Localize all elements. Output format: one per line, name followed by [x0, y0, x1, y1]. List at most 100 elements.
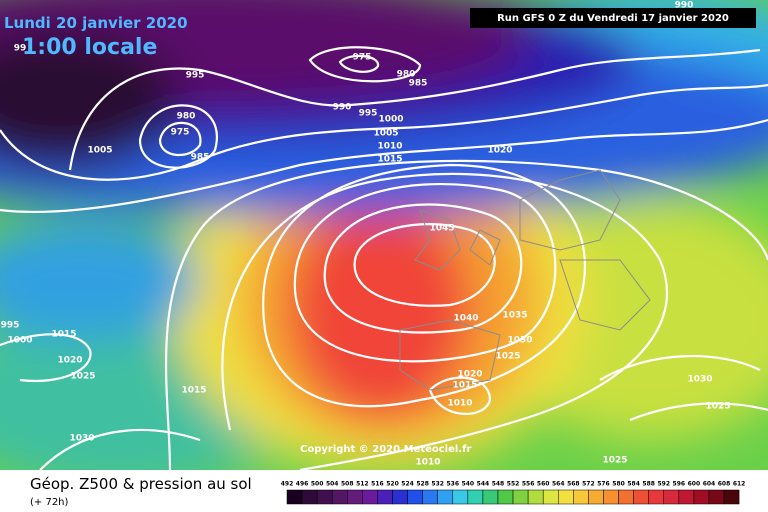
footer-lead: (+ 72h)	[30, 497, 69, 508]
scale-label: 612	[733, 481, 746, 488]
isobar-label: 1015	[377, 155, 402, 165]
scale-swatch	[437, 489, 454, 505]
isobar-label: 1005	[87, 146, 112, 156]
isobar-label: 1000	[7, 336, 32, 346]
isobar-label: 1015	[452, 381, 477, 391]
isobar-label: 1025	[705, 402, 730, 412]
isobar-label: 985	[191, 153, 210, 163]
isobar-label: 1040	[453, 314, 478, 324]
color-scale: 492 496 500 504 508 512 516 520 524 528 532 536 540 5…	[281, 481, 746, 505]
isobar-label: 1015	[51, 330, 76, 340]
scale-label: 544	[477, 481, 490, 488]
scale-swatch	[377, 489, 393, 505]
scale-label: 600	[688, 481, 701, 488]
scale-label: 520	[386, 481, 399, 488]
isobar-label: 1005	[373, 129, 398, 139]
scale-swatch	[407, 489, 423, 505]
scale-swatch	[573, 489, 589, 505]
isobar-label: 1020	[487, 146, 512, 156]
scale-label: 568	[567, 481, 580, 488]
field: 975 980 985 995 980 975 985 1005 990 995…	[0, 0, 768, 470]
scale-label: 528	[416, 481, 429, 488]
isobar-label: 99	[14, 44, 27, 54]
isobar-label: 980	[397, 70, 416, 80]
scale-swatch	[316, 489, 333, 505]
scale-swatch	[723, 489, 740, 505]
scale-label: 592	[657, 481, 670, 488]
isobar-label: 1030	[687, 375, 712, 385]
isobar-label: 1020	[457, 370, 482, 380]
scale-swatch	[512, 489, 529, 505]
scale-label: 556	[522, 481, 535, 488]
scale-label: 496	[296, 481, 309, 488]
isobar-label: 1010	[447, 399, 472, 409]
scale-label: 596	[673, 481, 686, 488]
isobar-label: 1020	[57, 356, 82, 366]
isobar-label: 1035	[502, 311, 527, 321]
scale-swatch	[708, 489, 725, 505]
copyright: Copyright © 2020 Meteociel.fr	[300, 444, 471, 455]
isobar-label: 990	[675, 1, 694, 11]
scale-label: 504	[326, 481, 339, 488]
scale-label: 560	[537, 481, 550, 488]
scale-label: 540	[462, 481, 475, 488]
isobar-label: 1015	[181, 386, 206, 396]
isobar-label: 1010	[377, 142, 402, 152]
scale-label: 576	[597, 481, 610, 488]
scale-swatch	[603, 489, 619, 505]
scale-swatch	[301, 489, 318, 505]
scale-label: 608	[718, 481, 731, 488]
footer-title: Géop. Z500 & pression au sol	[30, 475, 252, 493]
isobar-label: 975	[171, 128, 190, 138]
scale-swatch	[527, 489, 544, 505]
scale-swatch	[678, 489, 695, 505]
scale-swatch	[497, 489, 514, 505]
scale-swatch	[618, 489, 634, 505]
scale-label: 580	[612, 481, 625, 488]
scale-swatch	[558, 489, 574, 505]
isobar-label: 985	[409, 79, 428, 89]
scale-label: 588	[642, 481, 655, 488]
isobar-label: 1000	[378, 115, 403, 125]
scale-swatch	[362, 489, 378, 505]
isobar-label: 990	[333, 103, 352, 113]
scale-swatch	[422, 489, 438, 505]
scale-swatch	[452, 489, 469, 505]
scale-swatch	[331, 489, 348, 505]
isobar-label: 995	[186, 71, 205, 81]
scale-swatch	[633, 489, 649, 505]
scale-label: 604	[703, 481, 716, 488]
run-label: Run GFS 0 Z du Vendredi 17 janvier 2020	[497, 13, 729, 24]
scale-label: 524	[401, 481, 414, 488]
scale-label: 552	[507, 481, 520, 488]
scale-swatch	[347, 489, 363, 505]
scale-swatch	[286, 489, 303, 505]
time-label: 1:00 locale	[22, 35, 157, 60]
date-label: Lundi 20 janvier 2020	[4, 14, 188, 32]
isobar-label: 995	[1, 321, 20, 331]
scale-label: 492	[281, 481, 294, 488]
scale-swatch	[588, 489, 604, 505]
scale-label: 572	[582, 481, 595, 488]
isobar-label: 1045	[429, 224, 454, 234]
isobar-label: 980	[177, 112, 196, 122]
scale-swatch	[542, 489, 559, 505]
isobar-label: 1010	[415, 458, 440, 468]
run-box	[470, 8, 756, 28]
isobar-label: 975	[353, 53, 372, 63]
scale-label: 548	[492, 481, 505, 488]
isobar-label: 1025	[602, 456, 627, 466]
scale-label: 508	[341, 481, 354, 488]
scale-swatch	[467, 489, 484, 505]
scale-label: 584	[627, 481, 640, 488]
isobar-label: 995	[359, 109, 378, 119]
scale-swatch	[693, 489, 710, 505]
scale-swatch	[392, 489, 408, 505]
scale-label: 512	[356, 481, 369, 488]
isobar-label: 1025	[70, 372, 95, 382]
isobar-label: 1025	[495, 352, 520, 362]
scale-label: 564	[552, 481, 565, 488]
scale-label: 536	[447, 481, 460, 488]
isobar-label: 1030	[507, 336, 532, 346]
